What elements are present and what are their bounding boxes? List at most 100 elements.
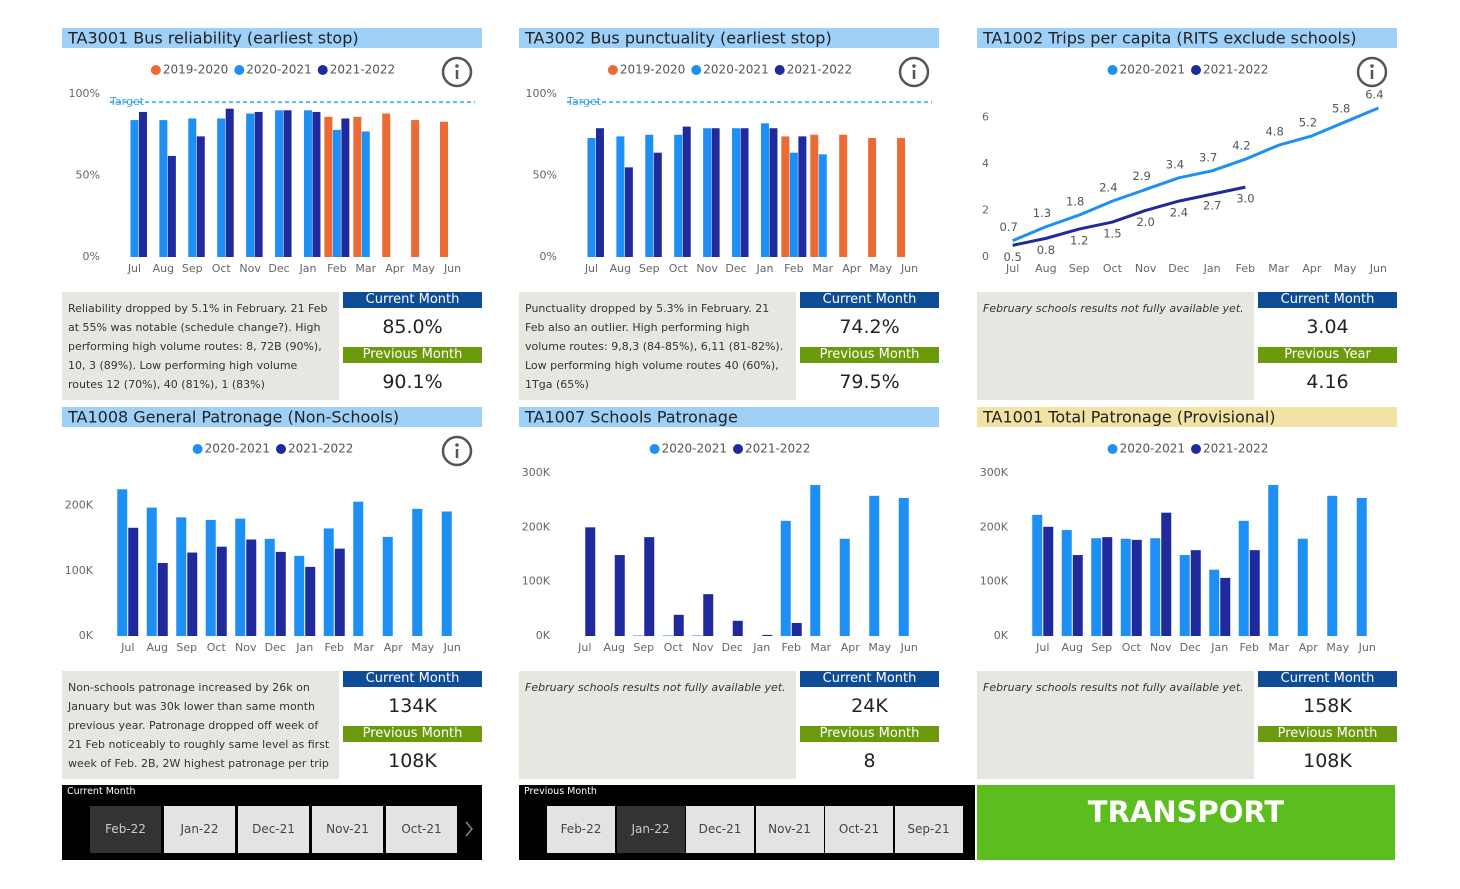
kpi-label: Previous Month	[800, 726, 939, 742]
x-tick-label: Dec	[722, 641, 743, 654]
bar	[334, 548, 345, 636]
bar	[1220, 577, 1231, 636]
bar	[595, 128, 604, 257]
x-tick-label: Dec	[265, 641, 286, 654]
slicer-option[interactable]: Jan-22	[164, 806, 235, 853]
x-tick-label: Apr	[384, 641, 404, 654]
y-tick-label: 100%	[526, 87, 557, 100]
data-label: 0.5	[1003, 250, 1021, 264]
legend-swatch	[733, 444, 743, 454]
data-label: 4.2	[1232, 139, 1250, 153]
x-tick-label: Mar	[810, 641, 831, 654]
slicer-option[interactable]: Oct-21	[825, 806, 893, 853]
bar	[254, 111, 263, 258]
legend-label: 2021-2022	[745, 442, 810, 456]
kpi-label: Current Month	[343, 292, 482, 308]
x-tick-label: Jul	[120, 641, 134, 654]
x-tick-label: Dec	[1168, 262, 1189, 275]
legend-swatch	[234, 65, 245, 75]
y-tick-label: 300K	[522, 466, 551, 479]
slicer-option[interactable]: Jan-22	[616, 806, 685, 853]
y-tick-label: 6	[982, 110, 989, 123]
y-tick-label: 0%	[540, 250, 557, 263]
x-tick-label: Sep	[1069, 262, 1090, 275]
bar	[1032, 514, 1043, 636]
chart: TA1008 General Patronage (Non-Schools) 20…	[62, 407, 482, 654]
bar	[1102, 537, 1113, 636]
info-icon[interactable]	[898, 56, 930, 88]
bar	[682, 126, 691, 257]
data-label: 3.7	[1199, 150, 1217, 164]
legend-label: 2020-2021	[703, 63, 768, 77]
slicer-option[interactable]: Dec-21	[686, 806, 754, 853]
legend-swatch	[192, 444, 203, 454]
x-tick-label: Aug	[604, 641, 625, 654]
bar	[1209, 569, 1220, 636]
y-tick-label: 50%	[76, 169, 100, 182]
slicer-option[interactable]: Oct-21	[386, 806, 457, 853]
x-tick-label: Feb	[1236, 262, 1255, 275]
x-tick-label: Mar	[1268, 262, 1289, 275]
commentary: February schools results not fully avail…	[977, 292, 1254, 400]
bar	[324, 116, 333, 257]
x-tick-label: Aug	[1062, 641, 1083, 654]
bar	[159, 120, 168, 257]
bar	[187, 552, 198, 636]
kpi-label: Previous Month	[343, 726, 482, 742]
legend-swatch	[774, 65, 785, 75]
x-tick-label: Feb	[1240, 641, 1259, 654]
legend-label: 2019-2020	[163, 63, 228, 77]
y-tick-label: 200K	[65, 499, 94, 512]
info-icon[interactable]	[441, 435, 473, 467]
bar	[1297, 538, 1308, 636]
bar	[616, 136, 625, 257]
data-label: 0.7	[999, 220, 1017, 234]
bar	[411, 120, 420, 257]
x-tick-label: Sep	[639, 262, 660, 275]
bar	[1061, 530, 1072, 636]
info-icon[interactable]	[1356, 56, 1388, 88]
bar	[633, 635, 644, 636]
x-tick-label: Sep	[1091, 641, 1112, 654]
y-tick-label: 100K	[65, 564, 94, 577]
x-tick-label: Oct	[207, 641, 227, 654]
bar	[440, 121, 449, 258]
x-tick-label: Jan	[755, 262, 773, 275]
x-tick-label: Nov	[1135, 262, 1157, 275]
legend-swatch	[1191, 444, 1201, 454]
kpi-value: 158K	[1303, 695, 1352, 717]
x-tick-label: Sep	[182, 262, 203, 275]
x-tick-label: Jan	[1203, 262, 1221, 275]
chart: TA3001 Bus reliability (earliest stop) 20…	[62, 28, 482, 275]
kpi-value: 8	[863, 750, 876, 772]
slicer-option[interactable]: Feb-22	[547, 806, 615, 853]
bar	[1249, 550, 1260, 636]
data-label: 3.4	[1166, 157, 1184, 171]
kpi-label: Current Month	[1258, 671, 1397, 687]
legend-label: 2020-2021	[246, 63, 311, 77]
bar	[769, 128, 778, 257]
slicer-option[interactable]: Sep-21	[894, 806, 963, 853]
bar	[897, 138, 906, 257]
slicer-option[interactable]: Feb-22	[90, 806, 161, 853]
kpi-label: Current Month	[343, 671, 482, 687]
bar	[1161, 512, 1172, 636]
data-label: 2.7	[1203, 199, 1221, 213]
bar	[587, 138, 596, 257]
y-tick-label: 100%	[69, 87, 100, 100]
bar	[117, 489, 128, 636]
bar	[1179, 555, 1190, 636]
bar	[246, 539, 257, 636]
x-tick-label: Jun	[900, 641, 918, 654]
x-tick-label: Jan	[295, 641, 313, 654]
x-tick-label: Oct	[669, 262, 689, 275]
x-tick-label: Jan	[1210, 641, 1228, 654]
info-dot	[912, 64, 916, 68]
slicer-option[interactable]: Dec-21	[238, 806, 309, 853]
x-tick-label: May	[869, 262, 892, 275]
legend-swatch	[317, 65, 328, 75]
slicer-option[interactable]: Nov-21	[755, 806, 824, 853]
slicer-option[interactable]: Nov-21	[312, 806, 383, 853]
x-tick-label: Sep	[176, 641, 197, 654]
info-icon[interactable]	[441, 56, 473, 88]
